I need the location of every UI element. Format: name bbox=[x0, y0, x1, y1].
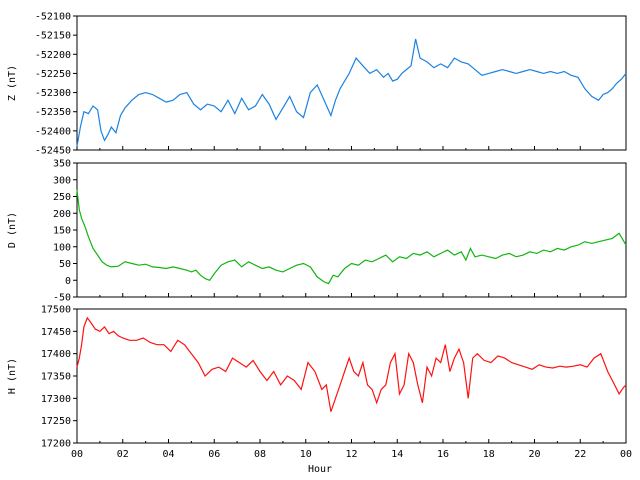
h-y-tick-label: 17400 bbox=[41, 349, 71, 360]
x-tick-label: 00 bbox=[620, 449, 632, 460]
d-y-tick-label: 150 bbox=[53, 226, 71, 237]
x-tick-label: 16 bbox=[437, 449, 449, 460]
h-component-panel: 17500 17450 17400 17350 17300 17250 17200 H (nT… bbox=[7, 305, 632, 461]
h-plot-frame bbox=[76, 308, 627, 444]
h-y-tick-label: 17500 bbox=[41, 305, 71, 316]
d-component-panel: 350 300 250 200 150 100 50 0 -50 D (nT) bbox=[7, 159, 627, 304]
x-tick-label: 14 bbox=[391, 449, 403, 460]
d-y-axis-label: D (nT) bbox=[7, 212, 18, 248]
d-y-tick-label: 50 bbox=[59, 259, 71, 270]
x-tick-label: 20 bbox=[528, 449, 540, 460]
h-y-tick-label: 17350 bbox=[41, 372, 71, 383]
z-y-tick-label: -52400 bbox=[35, 126, 71, 137]
x-tick-label: 22 bbox=[574, 449, 586, 460]
z-y-tick-label: -52150 bbox=[35, 31, 71, 42]
x-tick-label: 06 bbox=[208, 449, 220, 460]
d-y-tick-label: 0 bbox=[65, 276, 71, 287]
x-tick-label: 08 bbox=[254, 449, 266, 460]
x-tick-label: 00 bbox=[71, 449, 83, 460]
d-y-tick-label: 350 bbox=[53, 159, 71, 170]
d-series-line bbox=[76, 189, 627, 285]
x-tick-label: 12 bbox=[345, 449, 357, 460]
z-y-tick-label: -52300 bbox=[35, 88, 71, 99]
h-y-tick-label: 17450 bbox=[41, 327, 71, 338]
z-plot-frame bbox=[76, 15, 627, 151]
h-y-tick-label: 17200 bbox=[41, 439, 71, 450]
z-component-panel: -52100 -52150 -52200 -52250 -52300 -52350 -524… bbox=[7, 12, 627, 157]
h-y-tick-label: 17300 bbox=[41, 394, 71, 405]
d-y-tick-label: 100 bbox=[53, 242, 71, 253]
z-y-tick-label: -52100 bbox=[35, 12, 71, 23]
x-tick-label: 10 bbox=[300, 449, 312, 460]
z-y-tick-label: -52200 bbox=[35, 50, 71, 61]
d-y-tick-label: 300 bbox=[53, 175, 71, 186]
d-y-tick-label: 250 bbox=[53, 192, 71, 203]
x-tick-label: 18 bbox=[483, 449, 495, 460]
z-y-tick-label: -52250 bbox=[35, 69, 71, 80]
z-y-axis-label: Z (nT) bbox=[7, 65, 18, 101]
d-y-tick-label: 200 bbox=[53, 209, 71, 220]
h-y-tick-label: 17250 bbox=[41, 416, 71, 427]
x-axis-label: Hour bbox=[308, 464, 332, 475]
h-series-line bbox=[76, 316, 627, 412]
x-tick-label: 02 bbox=[117, 449, 129, 460]
h-y-axis-label: H (nT) bbox=[7, 358, 18, 394]
d-y-tick-label: -50 bbox=[53, 293, 71, 304]
z-series-line bbox=[76, 38, 627, 147]
x-tick-label: 04 bbox=[162, 449, 174, 460]
d-plot-frame bbox=[76, 162, 627, 298]
z-y-tick-label: -52350 bbox=[35, 107, 71, 118]
z-y-tick-label: -52450 bbox=[35, 146, 71, 157]
